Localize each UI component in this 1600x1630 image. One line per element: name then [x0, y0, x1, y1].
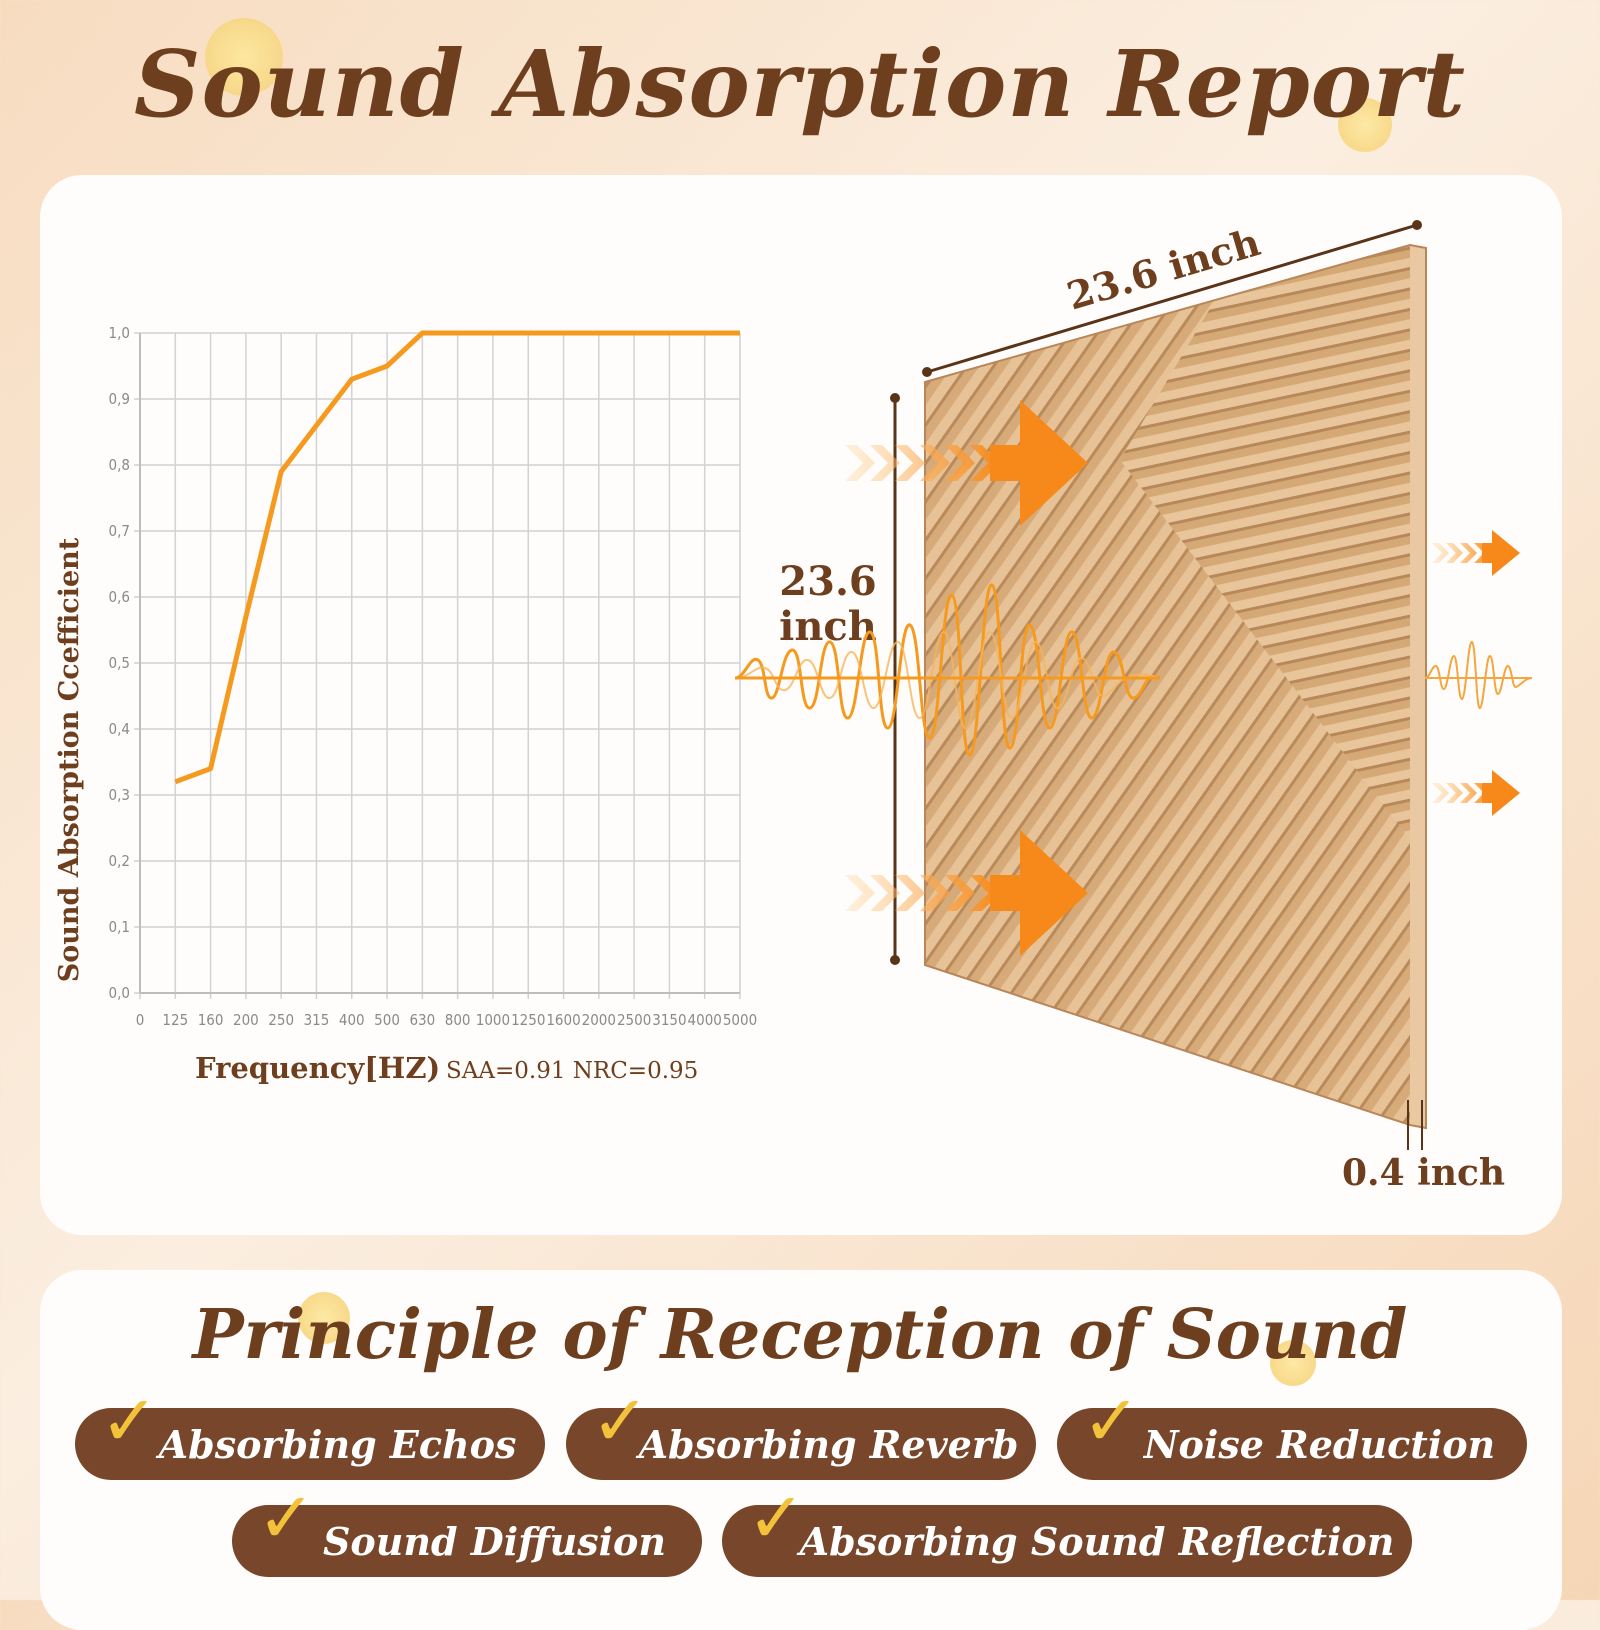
check-icon: ✓: [1082, 1380, 1141, 1462]
x-tick-label: 2500: [617, 1011, 651, 1029]
y-tick-label: 0,7: [109, 522, 130, 540]
x-tick-label: 160: [198, 1011, 224, 1029]
check-icon: ✓: [591, 1380, 650, 1462]
y-axis-ticks: 0,0 0,1 0,2 0,3 0,4 0,5 0,6 0,7 0,8 0,9 1,0: [109, 324, 130, 1002]
x-axis-ticks: 0 125 160 200 250 315 400 500 630 800 1000 1250 1600…: [136, 1011, 757, 1029]
absorption-series-line: [174, 330, 740, 785]
x-tick-label: 5000: [723, 1011, 757, 1029]
principle-title: Principle of Reception of Sound: [192, 1295, 1408, 1375]
check-icon: ✓: [747, 1477, 806, 1559]
check-icon: ✓: [100, 1380, 159, 1462]
y-tick-label: 0,1: [109, 918, 130, 936]
y-tick-label: 0,9: [109, 390, 130, 408]
outgoing-arrow-bottom: [1432, 770, 1520, 816]
feature-pill-absorbing-reverb: ✓ Absorbing Reverb: [566, 1386, 1036, 1480]
incoming-sound-wave: [734, 583, 1161, 757]
y-axis-label: Sound Absorption Ccefficient: [54, 537, 85, 982]
chart-grid: [134, 332, 741, 999]
x-tick-label: 500: [374, 1011, 400, 1029]
y-tick-label: 0,2: [109, 852, 130, 870]
x-tick-label: 125: [162, 1011, 188, 1029]
x-tick-label: 250: [268, 1011, 294, 1029]
feature-pill-noise-reduction: ✓ Noise Reduction: [1057, 1386, 1527, 1480]
decor-bubble: [1270, 1340, 1316, 1386]
panel-face-bottom: [925, 460, 1410, 1125]
panel-outline: [924, 243, 1427, 1130]
outgoing-sound-wave: [1424, 640, 1533, 710]
x-tick-label: 3150: [652, 1011, 686, 1029]
y-tick-label: 0,8: [109, 456, 130, 474]
height-label-line1: 23.6: [779, 558, 876, 605]
panel-face-right: [1120, 245, 1410, 840]
x-tick-label: 800: [445, 1011, 471, 1029]
height-dim-end: [890, 955, 900, 965]
incoming-arrow-bottom: [845, 830, 1088, 956]
decor-bubble: [205, 18, 283, 96]
panel-illustration: 23.6 inch 23.6 inch 0.4 inch: [734, 219, 1533, 1194]
absorption-chart: 0,0 0,1 0,2 0,3 0,4 0,5 0,6 0,7 0,8 0,9 1,0 0 125 16…: [54, 324, 757, 1085]
x-tick-label: 2000: [582, 1011, 616, 1029]
width-dim-end: [1412, 220, 1422, 230]
feature-label: Noise Reduction: [1143, 1421, 1496, 1467]
feature-label: Absorbing Sound Reflection: [799, 1518, 1395, 1564]
x-tick-label: 315: [304, 1011, 330, 1029]
x-tick-label: 1000: [476, 1011, 510, 1029]
feature-pill-sound-diffusion: ✓ Sound Diffusion: [232, 1483, 702, 1577]
y-tick-label: 0,6: [109, 588, 130, 606]
y-tick-label: 0,3: [109, 786, 130, 804]
feature-pill-absorbing-echos: ✓ Absorbing Echos: [75, 1386, 545, 1480]
x-tick-label: 1600: [546, 1011, 580, 1029]
x-tick-label: 4000: [688, 1011, 722, 1029]
feature-label: Sound Diffusion: [322, 1518, 667, 1564]
y-tick-label: 0,5: [109, 654, 130, 672]
y-tick-label: 0,0: [109, 984, 130, 1002]
incoming-sound-wave-2: [734, 630, 1161, 730]
x-tick-label: 0: [136, 1011, 145, 1029]
incoming-arrow-top: [845, 400, 1088, 526]
thickness-label: 0.4 inch: [1342, 1152, 1505, 1194]
x-tick-label: 400: [339, 1011, 365, 1029]
decor-bubble: [1338, 98, 1392, 152]
outgoing-arrow-top: [1432, 530, 1520, 576]
width-dimension-line: [926, 223, 1418, 374]
feature-pill-absorbing-sound-reflection: ✓ Absorbing Sound Reflection: [722, 1483, 1412, 1577]
page-title: Sound Absorption Report: [134, 30, 1466, 138]
feature-label: Absorbing Echos: [158, 1421, 517, 1467]
saa-nrc-annotation: SAA=0.91 NRC=0.95: [446, 1058, 698, 1084]
width-dim-end: [922, 367, 932, 377]
panel-edge: [1410, 245, 1426, 1128]
feature-label: Absorbing Reverb: [638, 1421, 1019, 1467]
x-tick-label: 200: [233, 1011, 259, 1029]
check-icon: ✓: [257, 1477, 316, 1559]
y-tick-label: 0,4: [109, 720, 130, 738]
height-dim-end: [890, 393, 900, 403]
y-tick-label: 1,0: [109, 324, 130, 342]
x-axis-label: Frequency[HZ): [195, 1051, 440, 1085]
x-tick-label: 1250: [511, 1011, 545, 1029]
x-tick-label: 630: [409, 1011, 435, 1029]
decor-bubble: [298, 1292, 350, 1344]
